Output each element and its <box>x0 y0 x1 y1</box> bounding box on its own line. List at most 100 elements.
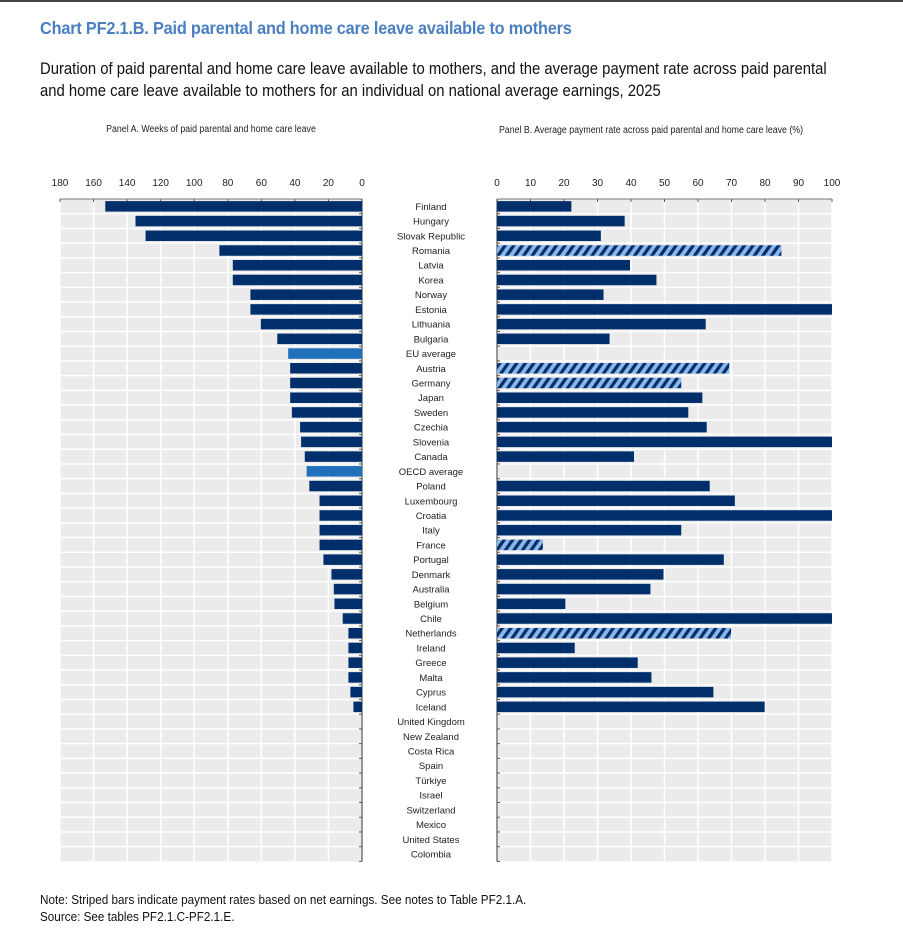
category-label-finland: Finland <box>415 202 446 213</box>
panel-b-bar-iceland <box>497 701 765 713</box>
panel-b-bar-slovenia <box>497 436 832 448</box>
panel-b-tick-label: 50 <box>659 178 671 189</box>
panel-b-tick-label: 80 <box>759 178 771 189</box>
panel-a-bar-croatia <box>319 510 362 521</box>
window-top-border <box>0 0 903 2</box>
panel-a-bar-italy <box>319 524 362 536</box>
panel-a-bar-norway <box>250 289 362 300</box>
panel-a-bar-korea <box>232 274 362 286</box>
chart-title: Chart PF2.1.B. Paid parental and home ca… <box>40 18 572 38</box>
panel-a-bar-ireland <box>348 642 362 654</box>
panel-b-bar-czechia <box>497 421 707 433</box>
panel-a-bar-lithuania <box>260 318 362 330</box>
panel-b-bar-croatia <box>497 510 832 521</box>
panel-b-bar-estonia <box>497 304 832 315</box>
category-label-colombia: Colombia <box>411 850 452 861</box>
panel-a: 180 160 140 120 100 80 60 40 20 0 <box>52 178 365 862</box>
category-label-luxembourg: Luxembourg <box>405 496 458 507</box>
panel-b-bar-france <box>497 539 543 551</box>
panel-a-bar-greece <box>348 657 362 668</box>
panel-a-bar-cyprus <box>350 686 362 698</box>
category-label-portugal: Portugal <box>413 555 448 566</box>
panel-a-bar-bulgaria <box>277 333 362 345</box>
category-label-israel: Israel <box>419 791 442 802</box>
panel-a-bar-chile <box>342 613 362 624</box>
panel-a-bar-eu-average <box>288 348 362 359</box>
panel-b-tick-label: 90 <box>793 178 805 189</box>
panel-a-tick-label: 20 <box>323 178 335 189</box>
panel-a-tick-label: 140 <box>119 178 136 189</box>
panel-b-bar-australia <box>497 583 651 595</box>
panel-a-tick-label: 180 <box>52 178 69 189</box>
panel-b-bar-belgium <box>497 598 566 610</box>
panel-a-bar-sweden <box>291 407 362 418</box>
category-label-latvia: Latvia <box>418 261 444 272</box>
category-label-t-rkiye: Türkiye <box>415 776 446 787</box>
panel-a-bar-belgium <box>334 598 362 610</box>
panel-a-bar-finland <box>105 201 363 212</box>
panel-a-bar-estonia <box>250 304 362 315</box>
panel-a-tick-label: 80 <box>222 178 234 189</box>
category-label-croatia: Croatia <box>416 511 447 522</box>
panel-b-bar-italy <box>497 524 682 536</box>
category-label-bulgaria: Bulgaria <box>414 334 450 345</box>
panel-b-bar-canada <box>497 451 635 462</box>
category-label-italy: Italy <box>422 526 440 537</box>
panel-b-bar-finland <box>497 201 572 212</box>
panel-a-bar-romania <box>219 245 362 256</box>
panel-b-bar-slovak-republic <box>497 230 601 242</box>
panel-b-bar-malta <box>497 672 652 683</box>
panel-a-tick-label: 100 <box>186 178 203 189</box>
chart-subtitle: Duration of paid parental and home care … <box>40 60 827 100</box>
panel-b-bar-luxembourg <box>497 495 735 507</box>
panel-a-bar-latvia <box>232 259 362 271</box>
panel-b-bar-korea <box>497 274 657 286</box>
category-label-hungary: Hungary <box>413 217 449 228</box>
category-label-korea: Korea <box>418 275 444 286</box>
panel-a-bar-czechia <box>300 421 362 433</box>
category-label-eu-average: EU average <box>406 349 456 360</box>
panel-a-bar-australia <box>333 583 362 595</box>
panel-a-title: Panel A. Weeks of paid parental and home… <box>106 124 316 135</box>
panel-b-bar-chile <box>497 613 832 624</box>
panel-a-bar-poland <box>309 480 362 492</box>
panel-a-bar-austria <box>290 363 362 374</box>
panel-b-bar-hungary <box>497 215 625 227</box>
panel-a-tick-label: 40 <box>289 178 301 189</box>
panel-b-bar-japan <box>497 392 703 403</box>
panel-b-bar-denmark <box>497 569 664 580</box>
panel-a-bar-denmark <box>331 569 362 580</box>
category-label-spain: Spain <box>419 761 443 772</box>
panel-b-bar-sweden <box>497 407 689 418</box>
panel-b-tick-label: 0 <box>494 178 500 189</box>
panel-b-bar-poland <box>497 480 710 492</box>
category-label-romania: Romania <box>412 246 451 257</box>
category-label-switzerland: Switzerland <box>406 805 455 816</box>
panel-a-bar-oecd-average <box>306 466 362 477</box>
panel-a-bar-germany <box>290 377 362 389</box>
panel-b-bar-norway <box>497 289 604 300</box>
panel-a-bar-iceland <box>353 701 362 713</box>
panel-a-tick-label: 0 <box>359 178 365 189</box>
category-label-poland: Poland <box>416 482 446 493</box>
category-labels: Finland Hungary Slovak Republic Romania Latv… <box>397 202 465 861</box>
panel-a-bar-slovak-republic <box>145 230 362 242</box>
panel-b-bar-cyprus <box>497 686 714 698</box>
category-label-france: France <box>416 540 446 551</box>
panel-b-tick-label: 40 <box>625 178 637 189</box>
panel-a-bar-japan <box>290 392 362 403</box>
panel-a-bar-malta <box>348 672 362 683</box>
category-label-cyprus: Cyprus <box>416 688 446 699</box>
panel-a-tick-label: 60 <box>256 178 268 189</box>
category-label-australia: Australia <box>413 585 451 596</box>
panel-a-bar-luxembourg <box>319 495 362 507</box>
category-label-united-kingdom: United Kingdom <box>397 717 465 728</box>
category-label-germany: Germany <box>411 379 450 390</box>
category-label-norway: Norway <box>415 290 447 301</box>
panel-a-bar-portugal <box>323 554 362 565</box>
panel-b: 0 10 20 30 40 50 60 70 80 90 100 <box>494 178 841 862</box>
panel-b-bar-lithuania <box>497 318 706 330</box>
panel-b-bar-latvia <box>497 259 630 271</box>
panel-a-tick-label: 120 <box>152 178 169 189</box>
